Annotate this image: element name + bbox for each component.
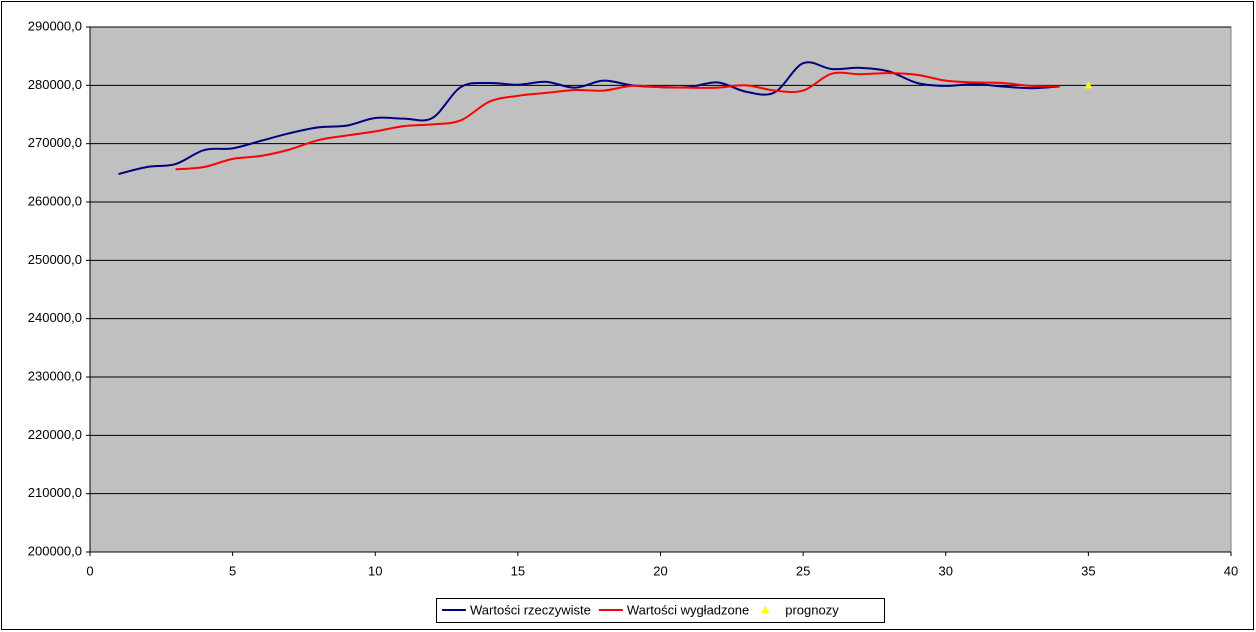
marker <box>1084 81 1093 89</box>
legend-marker <box>761 606 770 613</box>
y-tick-label: 230000,0 <box>28 368 82 383</box>
x-tick-label: 15 <box>511 563 525 578</box>
series-line <box>118 61 1060 175</box>
x-tick-label: 30 <box>939 563 953 578</box>
y-tick-label: 250000,0 <box>28 252 82 267</box>
x-tick-label: 35 <box>1081 563 1095 578</box>
x-tick-label: 0 <box>86 563 93 578</box>
x-tick-label: 40 <box>1224 563 1238 578</box>
x-tick-label: 5 <box>229 563 236 578</box>
x-tick-label: 20 <box>653 563 667 578</box>
y-tick-label: 270000,0 <box>28 135 82 150</box>
x-tick-label: 25 <box>796 563 810 578</box>
y-tick-label: 200000,0 <box>28 543 82 558</box>
legend-label: Wartości rzeczywiste <box>470 602 591 617</box>
plot-area <box>89 26 1232 553</box>
legend-label: prognozy <box>785 602 839 617</box>
y-tick-label: 280000,0 <box>28 77 82 92</box>
y-tick-label: 290000,0 <box>28 18 82 33</box>
y-tick-label: 210000,0 <box>28 485 82 500</box>
series-line <box>175 71 1060 171</box>
y-tick-label: 220000,0 <box>28 427 82 442</box>
legend <box>436 598 885 623</box>
legend-label: Wartości wygładzone <box>627 602 749 617</box>
y-tick-label: 260000,0 <box>28 193 82 208</box>
y-tick-label: 240000,0 <box>28 310 82 325</box>
x-tick-label: 10 <box>368 563 382 578</box>
